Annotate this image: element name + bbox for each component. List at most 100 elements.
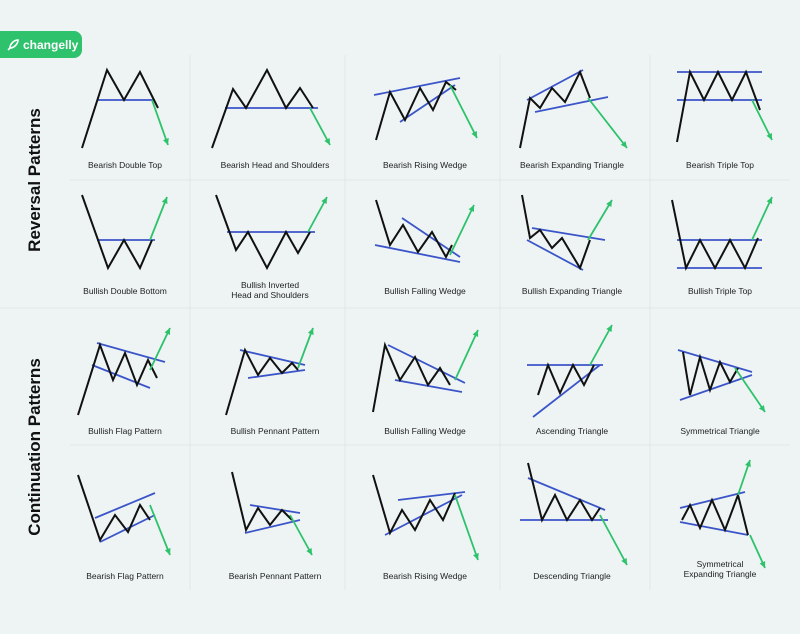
breakout-arrow (599, 514, 628, 566)
arrow-head-icon (766, 197, 773, 204)
pattern-label: Symmetrical Triangle (680, 426, 760, 436)
pattern-cell: Bullish Falling Wedge (374, 199, 475, 296)
arrow-head-icon (163, 138, 169, 145)
trend-line (99, 514, 156, 543)
price-line (519, 69, 591, 149)
pattern-cell: Bearish Expanding Triangle (519, 69, 628, 170)
trend-line (526, 239, 584, 271)
price-line (375, 80, 457, 141)
trend-line (399, 84, 456, 123)
arrow-head-icon (758, 405, 765, 412)
breakout-arrow (734, 367, 766, 413)
pattern-label: Bullish Falling Wedge (384, 426, 466, 436)
breakout-arrow (449, 204, 475, 256)
pattern-cell: Bearish Head and Shoulders (211, 67, 331, 170)
arrow-head-icon (321, 197, 327, 204)
pattern-cell: Bearish Pennant Pattern (229, 471, 322, 581)
pattern-cell: Bullish Expanding Triangle (521, 194, 622, 296)
price-line (81, 194, 153, 271)
arrow-head-icon (766, 133, 772, 140)
trend-line (527, 477, 606, 511)
pattern-cell: Bullish Pennant Pattern (225, 327, 320, 436)
breakout-arrow (751, 196, 773, 241)
breakout-arrow (454, 329, 479, 381)
trend-line (244, 519, 301, 534)
price-line (231, 471, 293, 533)
pattern-label: Bearish Expanding Triangle (520, 160, 624, 170)
price-line (81, 67, 159, 149)
trend-line (239, 349, 306, 366)
pattern-label: Bullish Inverted (241, 280, 299, 290)
price-line (211, 67, 314, 149)
trend-line (526, 69, 584, 101)
price-line (215, 194, 311, 271)
breakout-arrow (151, 99, 169, 146)
brand-name: changelly (23, 37, 79, 52)
price-line (527, 462, 601, 523)
arrow-head-icon (606, 325, 612, 332)
arrow-head-icon (471, 131, 477, 138)
pattern-label: Symmetrical (697, 559, 744, 569)
pattern-label-line2: Head and Shoulders (231, 290, 309, 300)
breakout-arrow (149, 196, 168, 241)
price-line (225, 347, 299, 416)
price-line (682, 351, 739, 396)
pattern-label: Ascending Triangle (536, 426, 609, 436)
pattern-label: Bullish Falling Wedge (384, 286, 466, 296)
rocket-icon (7, 38, 19, 51)
pattern-label: Bullish Double Bottom (83, 286, 167, 296)
arrow-head-icon (164, 548, 171, 555)
arrow-head-icon (307, 328, 314, 335)
arrow-head-icon (468, 205, 475, 212)
arrow-head-icon (164, 328, 171, 335)
trend-line (531, 227, 606, 241)
pattern-label: Bullish Triple Top (688, 286, 752, 296)
price-line (372, 341, 451, 413)
pattern-cell: Bearish Double Top (81, 67, 169, 170)
price-line (521, 194, 591, 271)
pattern-label: Bullish Pennant Pattern (231, 426, 320, 436)
breakout-arrow (454, 494, 479, 561)
pattern-label: Bearish Rising Wedge (383, 571, 467, 581)
arrow-head-icon (745, 460, 751, 467)
price-line (676, 68, 761, 143)
changelly-logo: changelly (0, 31, 82, 58)
pattern-cell: Symmetrical Triangle (677, 349, 766, 436)
price-line (372, 474, 456, 536)
arrow-head-icon (324, 138, 330, 145)
breakout-arrow (751, 99, 773, 141)
pattern-label: Bearish Pennant Pattern (229, 571, 322, 581)
pattern-label: Descending Triangle (533, 571, 611, 581)
price-line (77, 474, 151, 543)
trend-line (96, 342, 166, 363)
trend-line (387, 344, 466, 384)
breakout-arrow (149, 504, 171, 556)
pattern-cell: Bullish Triple Top (671, 196, 773, 296)
price-line (77, 341, 158, 416)
pattern-label: Bearish Rising Wedge (383, 160, 467, 170)
trend-line (94, 492, 156, 519)
arrow-head-icon (620, 141, 627, 148)
breakout-arrow (309, 107, 331, 146)
breakout-arrow (307, 196, 328, 233)
price-line (537, 362, 595, 396)
pattern-label-line2: Expanding Triangle (684, 569, 757, 579)
pattern-label: Bearish Triple Top (686, 160, 754, 170)
arrow-head-icon (161, 197, 168, 204)
pattern-cell: Bullish Falling Wedge (372, 329, 479, 436)
breakout-arrow (289, 514, 313, 556)
breakout-arrow (149, 327, 171, 371)
breakout-arrow (449, 84, 478, 139)
price-line (671, 199, 759, 272)
breakout-arrow (587, 97, 628, 149)
trend-line (247, 369, 306, 379)
pattern-cell: Bearish Triple Top (676, 68, 773, 170)
pattern-cell: Descending Triangle (520, 462, 628, 581)
trend-line (249, 504, 301, 514)
trend-line (677, 349, 753, 373)
pattern-label: Bearish Head and Shoulders (221, 160, 330, 170)
breakout-arrow (589, 324, 613, 366)
pattern-cell: Bearish Rising Wedge (372, 474, 479, 581)
